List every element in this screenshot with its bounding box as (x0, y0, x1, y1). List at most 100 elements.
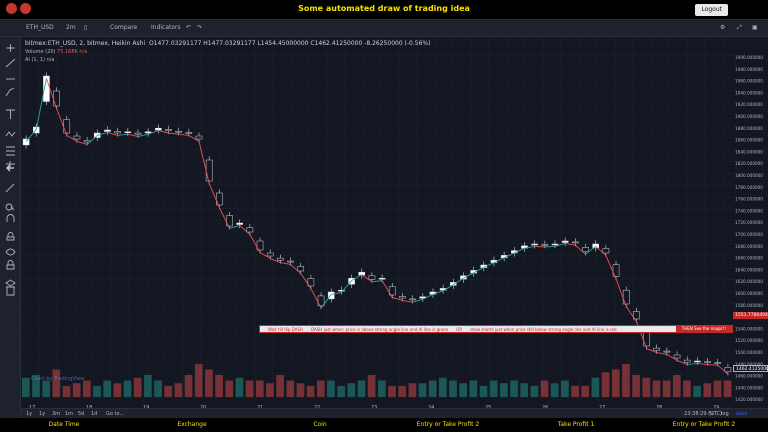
symbol-search[interactable]: ETH_USD (26, 24, 54, 31)
range-3m[interactable]: 3m (52, 411, 61, 417)
chart-legend: bitmex:ETH_USD, 2, bitmex, Heikin Ashi O… (25, 40, 430, 63)
range-1y-b[interactable]: 1y (39, 411, 46, 417)
range-1d[interactable]: 1d (91, 411, 98, 417)
volume-bar (62, 386, 71, 397)
candle-body (124, 131, 132, 134)
volume-bar (388, 386, 396, 397)
candle-body (185, 132, 193, 134)
volume-bar (408, 383, 417, 397)
utc-clock[interactable]: 23:38:29 (UTC) (684, 411, 722, 417)
volume-bar (489, 380, 498, 397)
y-axis-tick: 1460.000000 (735, 374, 763, 379)
volume-bar (276, 375, 284, 397)
volume-bar (113, 383, 122, 397)
ai-line-segment (585, 246, 596, 255)
candle-body (561, 240, 569, 243)
price-chart[interactable]: 1718192021222324252627282910:00 bitmex:E… (20, 37, 733, 415)
ai-line-segment (625, 306, 637, 322)
ai-line-segment (300, 273, 312, 289)
footer-coin: Coin (313, 421, 327, 428)
volume-bar (255, 380, 264, 397)
volume-bar (306, 386, 315, 397)
volume-bar (622, 364, 630, 397)
ai-line-segment (432, 290, 444, 295)
ai-line-segment (697, 362, 708, 366)
volume-bar (194, 364, 203, 397)
candle-body (368, 275, 376, 280)
ai-value: n/a (46, 57, 55, 63)
indicators-button[interactable]: Indicators (151, 24, 181, 31)
ai-line-segment (554, 242, 566, 247)
percent-toggle[interactable]: % (709, 411, 714, 417)
volume-bar (479, 386, 488, 397)
candlestick-chart[interactable]: 1718192021222324252627282910:00 (20, 37, 733, 415)
snapshot-icon[interactable]: ▣ (752, 24, 758, 31)
candle-body (175, 130, 182, 133)
candle-body (399, 296, 406, 299)
volume-bar (571, 386, 579, 397)
volume-bar (296, 383, 305, 397)
log-toggle[interactable]: log (721, 411, 729, 417)
candle-body (612, 264, 620, 277)
back-icon (6, 164, 14, 172)
banner-text-3: OR (456, 326, 463, 332)
candle-body (195, 135, 203, 140)
auto-toggle[interactable]: auto (736, 411, 748, 417)
fib-icon (6, 146, 15, 156)
volume-legend[interactable]: Volume (20) (25, 49, 56, 55)
footer-date-time: Date Time (48, 421, 80, 428)
ai-line-segment (381, 280, 393, 298)
volume-bar (378, 380, 386, 397)
drawing-tools[interactable] (0, 37, 21, 297)
volume-bar (42, 380, 50, 397)
volume-value: 75.168K n/a (57, 49, 88, 55)
price-axis[interactable]: 1990.000000 1980.000000 1960.000000 1940.00… (733, 37, 768, 415)
candle-body (277, 257, 284, 261)
layers-icon (5, 279, 16, 287)
y-axis-tick: 1780.000000 (735, 185, 763, 190)
candle-body (22, 138, 30, 146)
ai-legend[interactable]: AI (1, 1) (25, 57, 45, 63)
candle-body (134, 132, 142, 135)
volume-bar (225, 380, 234, 397)
candle-body (724, 367, 732, 373)
goto-date[interactable]: Go to... (106, 411, 125, 417)
y-axis-tick: 1760.000000 (735, 197, 763, 202)
compare-button[interactable]: Compare (110, 24, 138, 31)
range-1y[interactable]: 1y (26, 411, 33, 417)
y-axis-tick: 1680.000000 (735, 244, 763, 249)
interval-selector[interactable]: 2m (66, 24, 76, 31)
volume-bar (418, 383, 427, 397)
y-axis-tick: 1840.000000 (735, 149, 763, 154)
logout-button[interactable]: Logout (695, 4, 728, 16)
volume-bar (672, 375, 681, 397)
volume-bar (367, 375, 376, 397)
volume-bar (713, 380, 722, 397)
ai-line-segment (127, 133, 139, 138)
y-axis-tick: 1900.000000 (735, 114, 763, 119)
pattern-icon (5, 131, 16, 137)
ai-line-segment (371, 280, 383, 283)
volume-bar (154, 380, 162, 397)
settings-icon[interactable]: ⚙ (720, 24, 726, 31)
y-axis-tick: 1540.000000 (735, 326, 763, 331)
candle-body (592, 243, 599, 249)
undo-icon[interactable]: ↶ (186, 24, 192, 31)
candle-body (714, 362, 722, 364)
ai-line-segment (422, 293, 434, 300)
volume-bar (530, 386, 539, 397)
ai-line-segment (188, 135, 200, 142)
tradingview-watermark[interactable]: Chart by TradingView (31, 376, 85, 382)
tradingview-widget: ETH_USD 2m ▯ Compare Indicators ↶ ↷ ⚙ ⤢ … (0, 19, 768, 419)
candle-body (104, 129, 111, 132)
fullscreen-icon[interactable]: ⤢ (737, 24, 742, 31)
candle-body (378, 277, 386, 280)
range-1m[interactable]: 1m (65, 411, 74, 417)
banner-magic-label: THEN See the magic!! (675, 325, 732, 333)
ai-line-segment (565, 242, 576, 246)
redo-icon[interactable]: ↷ (197, 24, 203, 31)
candle-body (358, 271, 366, 276)
range-5d[interactable]: 5d (78, 411, 85, 417)
bar-style-icon[interactable]: ▯ (84, 24, 88, 31)
banner-text-2: DASH just when: price is above strong an… (311, 326, 449, 332)
